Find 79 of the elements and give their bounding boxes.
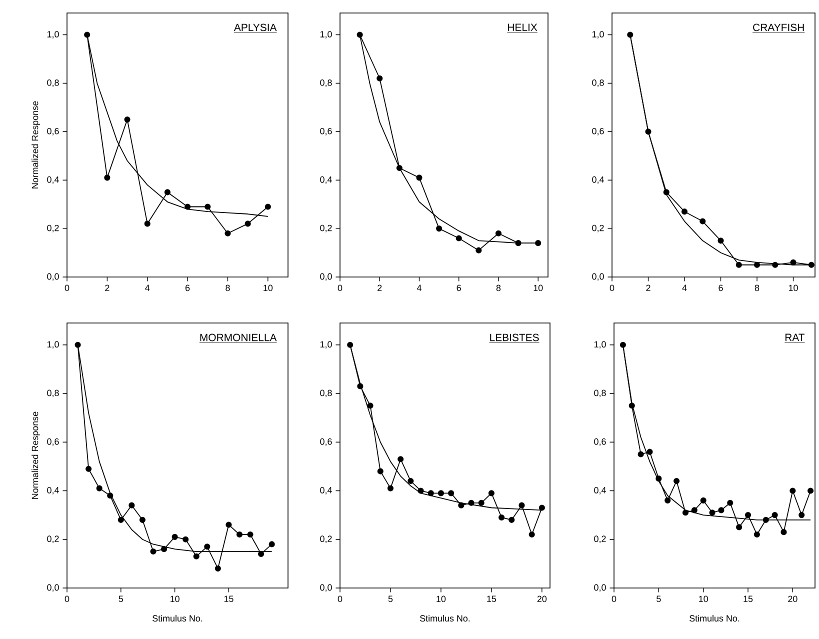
x-tick-label: 8 bbox=[496, 284, 501, 292]
x-tick-label: 5 bbox=[118, 596, 124, 602]
y-axis-title: Normalized Response bbox=[32, 412, 40, 499]
y-tick-label: 1,0 bbox=[592, 31, 604, 38]
y-tick-label: 0,8 bbox=[592, 80, 604, 87]
x-tick-label: 8 bbox=[226, 284, 230, 292]
x-tick-label: 0 bbox=[610, 284, 614, 292]
x-tick-label: 20 bbox=[537, 596, 547, 602]
text: MORMONIELLA bbox=[200, 334, 277, 342]
x-tick-label: 10 bbox=[170, 596, 180, 602]
y-tick-label: 0,8 bbox=[47, 390, 59, 398]
y-tick-label: 0,0 bbox=[320, 584, 332, 592]
x-tick-label: 0 bbox=[612, 596, 616, 602]
x-tick-label: 5 bbox=[656, 596, 661, 602]
y-tick-label: 0,2 bbox=[320, 536, 332, 544]
y-tick-label: 0,6 bbox=[320, 438, 332, 446]
x-tick-label: 0 bbox=[64, 284, 70, 292]
x-tick-label: 10 bbox=[788, 284, 798, 292]
x-tick-label: 0 bbox=[338, 596, 342, 602]
y-tick-label: 0,4 bbox=[47, 176, 59, 184]
y-tick-label: 0,2 bbox=[47, 536, 59, 544]
y-tick-label: 1,0 bbox=[320, 31, 332, 38]
x-tick-label: 2 bbox=[105, 284, 110, 292]
y-tick-label: 0,0 bbox=[592, 273, 604, 281]
x-tick-label: 4 bbox=[416, 284, 422, 291]
x-tick-label: 10 bbox=[534, 284, 543, 292]
y-tick-label: 0,8 bbox=[320, 80, 332, 87]
x-tick-label: 10 bbox=[264, 284, 273, 292]
y-tick-label: 1,0 bbox=[320, 341, 332, 349]
y-tick-label: 0,6 bbox=[320, 128, 332, 136]
y-tick-label: 0,0 bbox=[594, 584, 606, 592]
x-tick-label: 10 bbox=[699, 596, 708, 602]
y-tick-label: 0,2 bbox=[320, 224, 332, 232]
y-tick-label: 0,8 bbox=[320, 390, 332, 398]
y-tick-label: 1,0 bbox=[47, 31, 59, 38]
y-tick-label: 0,6 bbox=[594, 438, 606, 446]
x-tick-label: 4 bbox=[682, 284, 687, 291]
y-tick-label: 0,2 bbox=[594, 536, 606, 544]
x-tick-label: 5 bbox=[388, 596, 393, 602]
text: HELIX bbox=[508, 24, 538, 31]
y-tick-label: 0,4 bbox=[320, 176, 332, 184]
x-tick-label: 4 bbox=[145, 284, 150, 291]
y-tick-label: 0,0 bbox=[320, 273, 332, 281]
x-axis-title: Stimulus No. bbox=[152, 614, 202, 622]
y-tick-label: 0,6 bbox=[47, 438, 59, 446]
y-tick-label: 1,0 bbox=[594, 341, 606, 349]
y-tick-label: 0,4 bbox=[592, 176, 604, 184]
x-tick-label: 6 bbox=[186, 284, 190, 292]
x-tick-label: 15 bbox=[744, 596, 753, 602]
x-axis-title: Stimulus No. bbox=[420, 614, 470, 622]
y-tick-label: 0,4 bbox=[47, 487, 59, 494]
y-tick-label: 0,8 bbox=[594, 390, 606, 398]
x-tick-label: 2 bbox=[646, 284, 650, 292]
x-tick-label: 8 bbox=[754, 284, 760, 292]
y-tick-label: 0,0 bbox=[47, 584, 59, 592]
y-tick-label: 1,0 bbox=[47, 341, 59, 349]
x-tick-label: 6 bbox=[456, 284, 461, 292]
y-tick-label: 0,6 bbox=[592, 128, 604, 136]
y-tick-label: 0,2 bbox=[47, 224, 59, 232]
x-tick-label: 15 bbox=[224, 596, 234, 602]
x-tick-label: 20 bbox=[788, 596, 798, 602]
y-tick-label: 0,4 bbox=[594, 487, 606, 494]
y-axis-title: Normalized Response bbox=[32, 101, 40, 188]
y-tick-label: 0,0 bbox=[47, 273, 59, 281]
y-tick-label: 0,4 bbox=[320, 487, 332, 494]
x-axis-title: Stimulus No. bbox=[690, 614, 740, 622]
text: LEBISTES bbox=[490, 334, 539, 342]
y-tick-label: 0,8 bbox=[47, 80, 59, 87]
x-tick-label: 10 bbox=[436, 596, 446, 602]
x-tick-label: 6 bbox=[718, 284, 723, 292]
x-tick-label: 0 bbox=[64, 596, 70, 602]
x-tick-label: 2 bbox=[378, 284, 382, 292]
x-tick-label: 0 bbox=[338, 284, 342, 292]
y-tick-label: 0,2 bbox=[592, 224, 604, 232]
text: CRAYFISH bbox=[753, 24, 804, 32]
y-tick-label: 0,6 bbox=[47, 128, 59, 136]
text: RAT bbox=[785, 334, 805, 341]
text: APLYSIA bbox=[234, 24, 277, 32]
x-tick-label: 15 bbox=[487, 596, 496, 602]
